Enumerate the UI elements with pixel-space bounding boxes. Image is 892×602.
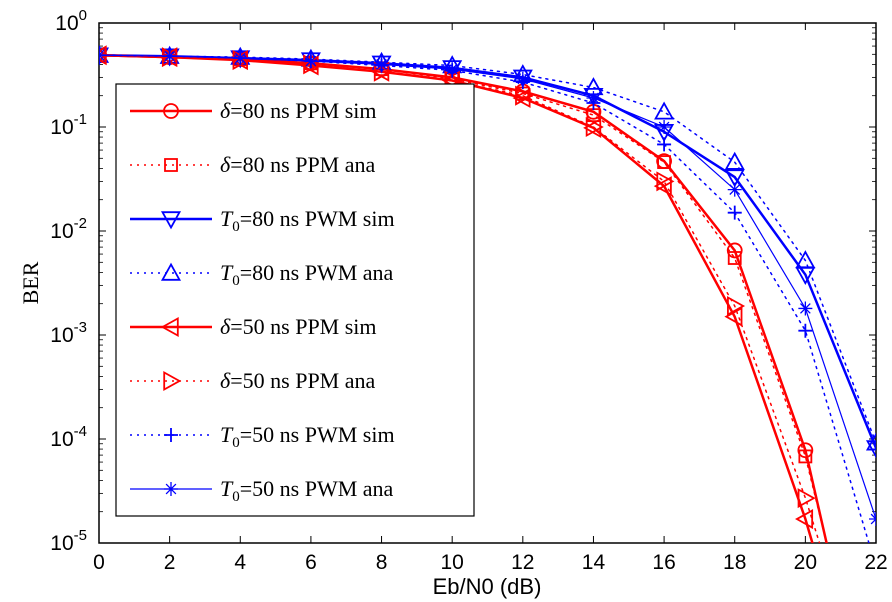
legend-label: δ=80 ns PPM sim <box>220 98 377 123</box>
x-tick-label: 4 <box>234 551 246 574</box>
y-tick-label: 100 <box>55 7 87 35</box>
data-point <box>726 242 743 259</box>
data-point <box>445 62 460 77</box>
data-point <box>657 155 671 169</box>
data-point <box>374 57 389 72</box>
data-point <box>798 323 813 338</box>
y-tick-label: 10-1 <box>50 111 87 139</box>
data-point <box>727 251 742 265</box>
x-tick-label: 10 <box>441 551 464 574</box>
data-point <box>865 432 876 451</box>
legend: δ=80 ns PPM sim δ=80 ns PPM ana T0=80 ns P… <box>115 83 475 517</box>
data-point <box>795 509 814 530</box>
legend-item-4: T0=80 ns PWM ana <box>130 260 394 289</box>
data-point <box>795 250 816 269</box>
x-tick-label: 0 <box>93 551 105 574</box>
legend-marker <box>163 370 182 392</box>
legend-marker <box>164 428 178 442</box>
legend-item-8: T0=50 ns PWM ana <box>130 476 394 505</box>
y-tick-label: 10-3 <box>50 319 87 347</box>
x-tick-label: 14 <box>582 551 606 574</box>
y-tick-label: 10-4 <box>50 423 87 451</box>
legend-label: T0=80 ns PWM ana <box>220 260 394 289</box>
data-point <box>654 101 675 120</box>
x-tick-label: 12 <box>511 551 534 574</box>
x-tick-label: 16 <box>652 551 675 574</box>
data-point <box>515 85 534 106</box>
x-axis-title: Eb/N0 (dB) <box>433 574 542 599</box>
data-point <box>515 71 530 86</box>
data-point <box>797 442 814 459</box>
legend-item-5: δ=50 ns PPM sim <box>130 314 377 339</box>
legend-label: δ=80 ns PPM ana <box>220 152 376 177</box>
legend-item-7: T0=50 ns PWM sim <box>130 422 395 451</box>
data-point <box>586 91 601 106</box>
legend-label: T0=50 ns PWM sim <box>220 422 395 451</box>
data-point <box>303 54 318 69</box>
legend-marker <box>163 103 179 119</box>
data-point <box>724 306 743 327</box>
data-point <box>233 51 248 66</box>
data-point <box>585 116 604 138</box>
data-point <box>724 151 745 170</box>
legend-marker <box>160 262 182 281</box>
legend-label: T0=80 ns PWM sim <box>220 206 395 235</box>
legend-label: δ=50 ns PPM ana <box>220 368 376 393</box>
legend-marker <box>164 158 178 172</box>
legend-label: T0=50 ns PWM ana <box>220 476 394 505</box>
series-line <box>99 54 821 543</box>
series-line <box>99 53 814 543</box>
y-tick-label: 10-5 <box>50 527 87 555</box>
series-line <box>99 54 870 543</box>
series-line <box>99 54 876 520</box>
legend-box <box>115 83 475 517</box>
legend-item-2: δ=80 ns PPM ana <box>130 152 376 177</box>
data-point <box>798 301 813 316</box>
data-point <box>724 169 745 188</box>
y-axis-title: BER <box>18 261 43 304</box>
data-point <box>727 295 746 317</box>
data-point <box>727 182 742 197</box>
data-point <box>653 176 672 197</box>
data-point <box>656 171 675 192</box>
legend-item-6: δ=50 ns PPM ana <box>130 368 376 393</box>
data-point <box>657 137 672 152</box>
y-tick-label: 10-2 <box>50 215 87 243</box>
x-tick-label: 18 <box>723 551 746 574</box>
legend-marker <box>164 482 178 496</box>
x-tick-label: 8 <box>376 551 388 574</box>
series-layer <box>99 44 876 543</box>
data-point <box>797 488 816 509</box>
x-tick-label: 2 <box>164 551 176 574</box>
series-8 <box>99 48 876 527</box>
legend-label: δ=50 ns PPM sim <box>220 314 377 339</box>
legend-marker <box>160 211 182 230</box>
axis-ticks: 0 2 4 6 8 10 12 14 16 18 20 22 100 10-1 10-2 10-3 10-4 10… <box>50 7 887 574</box>
x-tick-label: 22 <box>864 551 887 574</box>
x-tick-label: 6 <box>305 551 317 574</box>
data-point <box>162 49 177 64</box>
data-point <box>727 205 742 220</box>
x-tick-label: 20 <box>794 551 817 574</box>
legend-item-3: T0=80 ns PWM sim <box>130 206 395 235</box>
legend-item-1: δ=80 ns PPM sim <box>130 98 377 123</box>
data-point <box>657 120 672 134</box>
legend-marker <box>160 316 179 338</box>
data-point <box>798 449 813 464</box>
